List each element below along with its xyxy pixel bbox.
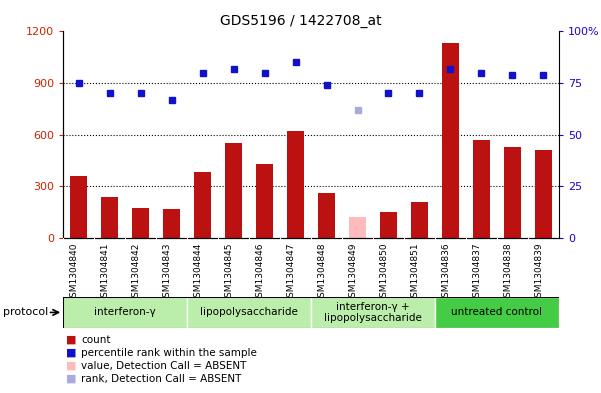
Text: untreated control: untreated control [451,307,543,318]
Bar [535,150,552,238]
Text: GSM1304844: GSM1304844 [194,242,203,303]
Text: interferon-γ: interferon-γ [94,307,156,318]
Text: GSM1304850: GSM1304850 [379,242,388,303]
Text: GSM1304849: GSM1304849 [349,242,358,303]
Text: GSM1304848: GSM1304848 [317,242,326,303]
Bar [132,208,149,238]
Bar [311,297,435,328]
Text: GDS5196 / 1422708_at: GDS5196 / 1422708_at [220,14,381,28]
Bar [349,217,366,238]
Bar [70,176,87,238]
Bar [411,202,428,238]
Bar [163,209,180,238]
Text: GSM1304836: GSM1304836 [442,242,451,303]
Text: GSM1304845: GSM1304845 [225,242,234,303]
Text: lipopolysaccharide: lipopolysaccharide [200,307,298,318]
Text: rank, Detection Call = ABSENT: rank, Detection Call = ABSENT [81,374,242,384]
Text: ■: ■ [66,348,76,358]
Bar [504,147,521,238]
Bar [187,297,311,328]
Bar [380,212,397,238]
Text: GSM1304846: GSM1304846 [255,242,264,303]
Bar [287,131,304,238]
Text: GSM1304839: GSM1304839 [534,242,543,303]
Text: GSM1304842: GSM1304842 [132,242,141,303]
Text: GSM1304837: GSM1304837 [472,242,481,303]
Bar [442,44,459,238]
Text: GSM1304851: GSM1304851 [410,242,419,303]
Bar [473,140,490,238]
Text: percentile rank within the sample: percentile rank within the sample [81,348,257,358]
Text: ■: ■ [66,335,76,345]
Text: GSM1304838: GSM1304838 [504,242,513,303]
Bar [225,143,242,238]
Text: GSM1304840: GSM1304840 [70,242,79,303]
Text: ■: ■ [66,374,76,384]
Bar [101,196,118,238]
Text: value, Detection Call = ABSENT: value, Detection Call = ABSENT [81,361,246,371]
Bar [435,297,559,328]
Bar [63,297,187,328]
Text: GSM1304847: GSM1304847 [287,242,296,303]
Text: count: count [81,335,111,345]
Text: GSM1304843: GSM1304843 [162,242,171,303]
Bar [256,164,273,238]
Bar [318,193,335,238]
Text: protocol: protocol [3,307,48,318]
Text: GSM1304841: GSM1304841 [100,242,109,303]
Text: ■: ■ [66,361,76,371]
Bar [194,173,211,238]
Text: interferon-γ +
lipopolysaccharide: interferon-γ + lipopolysaccharide [324,302,422,323]
